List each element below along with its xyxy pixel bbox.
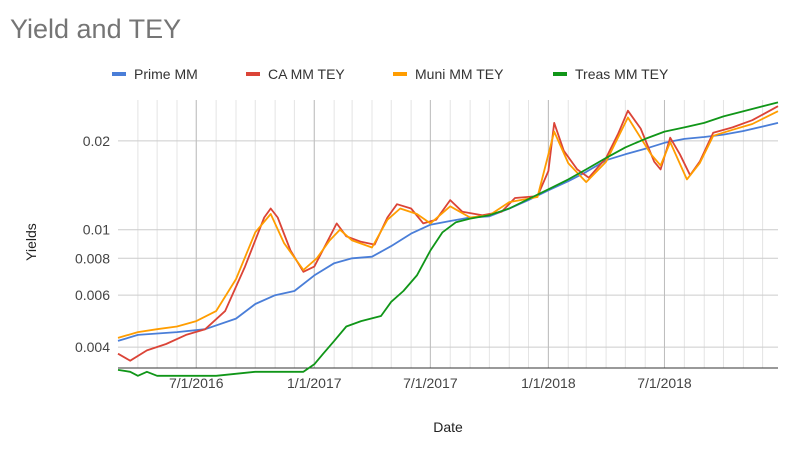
x-axis-label: Date — [433, 419, 463, 435]
series-line-muni-mm-tey — [117, 110, 779, 339]
x-tick-label: 1/1/2018 — [521, 375, 576, 391]
gridlines — [118, 100, 778, 369]
x-tick-label: 7/1/2018 — [637, 375, 692, 391]
legend-swatch-muni-mm-tey — [393, 72, 407, 76]
x-tick-label: 1/1/2017 — [287, 375, 342, 391]
y-tick-label: 0.02 — [83, 133, 110, 149]
series-line-prime-mm — [117, 122, 779, 342]
legend-swatch-treas-mm-tey — [553, 72, 567, 76]
legend-swatch-prime-mm — [112, 72, 126, 76]
series-line-treas-mm-tey — [117, 101, 779, 377]
chart-title: Yield and TEY — [10, 14, 182, 44]
legend-label-ca-mm-tey: CA MM TEY — [268, 66, 345, 82]
legend-label-prime-mm: Prime MM — [134, 66, 198, 82]
x-tick-label: 7/1/2016 — [169, 375, 224, 391]
legend-label-muni-mm-tey: Muni MM TEY — [415, 66, 504, 82]
legend: Prime MM CA MM TEY Muni MM TEY Treas MM TEY — [112, 66, 669, 82]
series-line-ca-mm-tey — [117, 105, 779, 362]
y-tick-label: 0.008 — [75, 250, 110, 266]
x-axis-ticks: 7/1/2016 1/1/2017 7/1/2017 1/1/2018 7/1/2018 — [169, 375, 692, 391]
y-axis-ticks: 0.004 0.006 0.008 0.01 0.02 — [75, 133, 110, 355]
y-tick-label: 0.004 — [75, 339, 110, 355]
x-tick-label: 7/1/2017 — [403, 375, 458, 391]
series-lines — [117, 101, 779, 377]
y-tick-label: 0.006 — [75, 287, 110, 303]
y-axis-label: Yields — [23, 223, 39, 261]
legend-swatch-ca-mm-tey — [246, 72, 260, 76]
y-tick-label: 0.01 — [83, 222, 110, 238]
legend-label-treas-mm-tey: Treas MM TEY — [575, 66, 669, 82]
